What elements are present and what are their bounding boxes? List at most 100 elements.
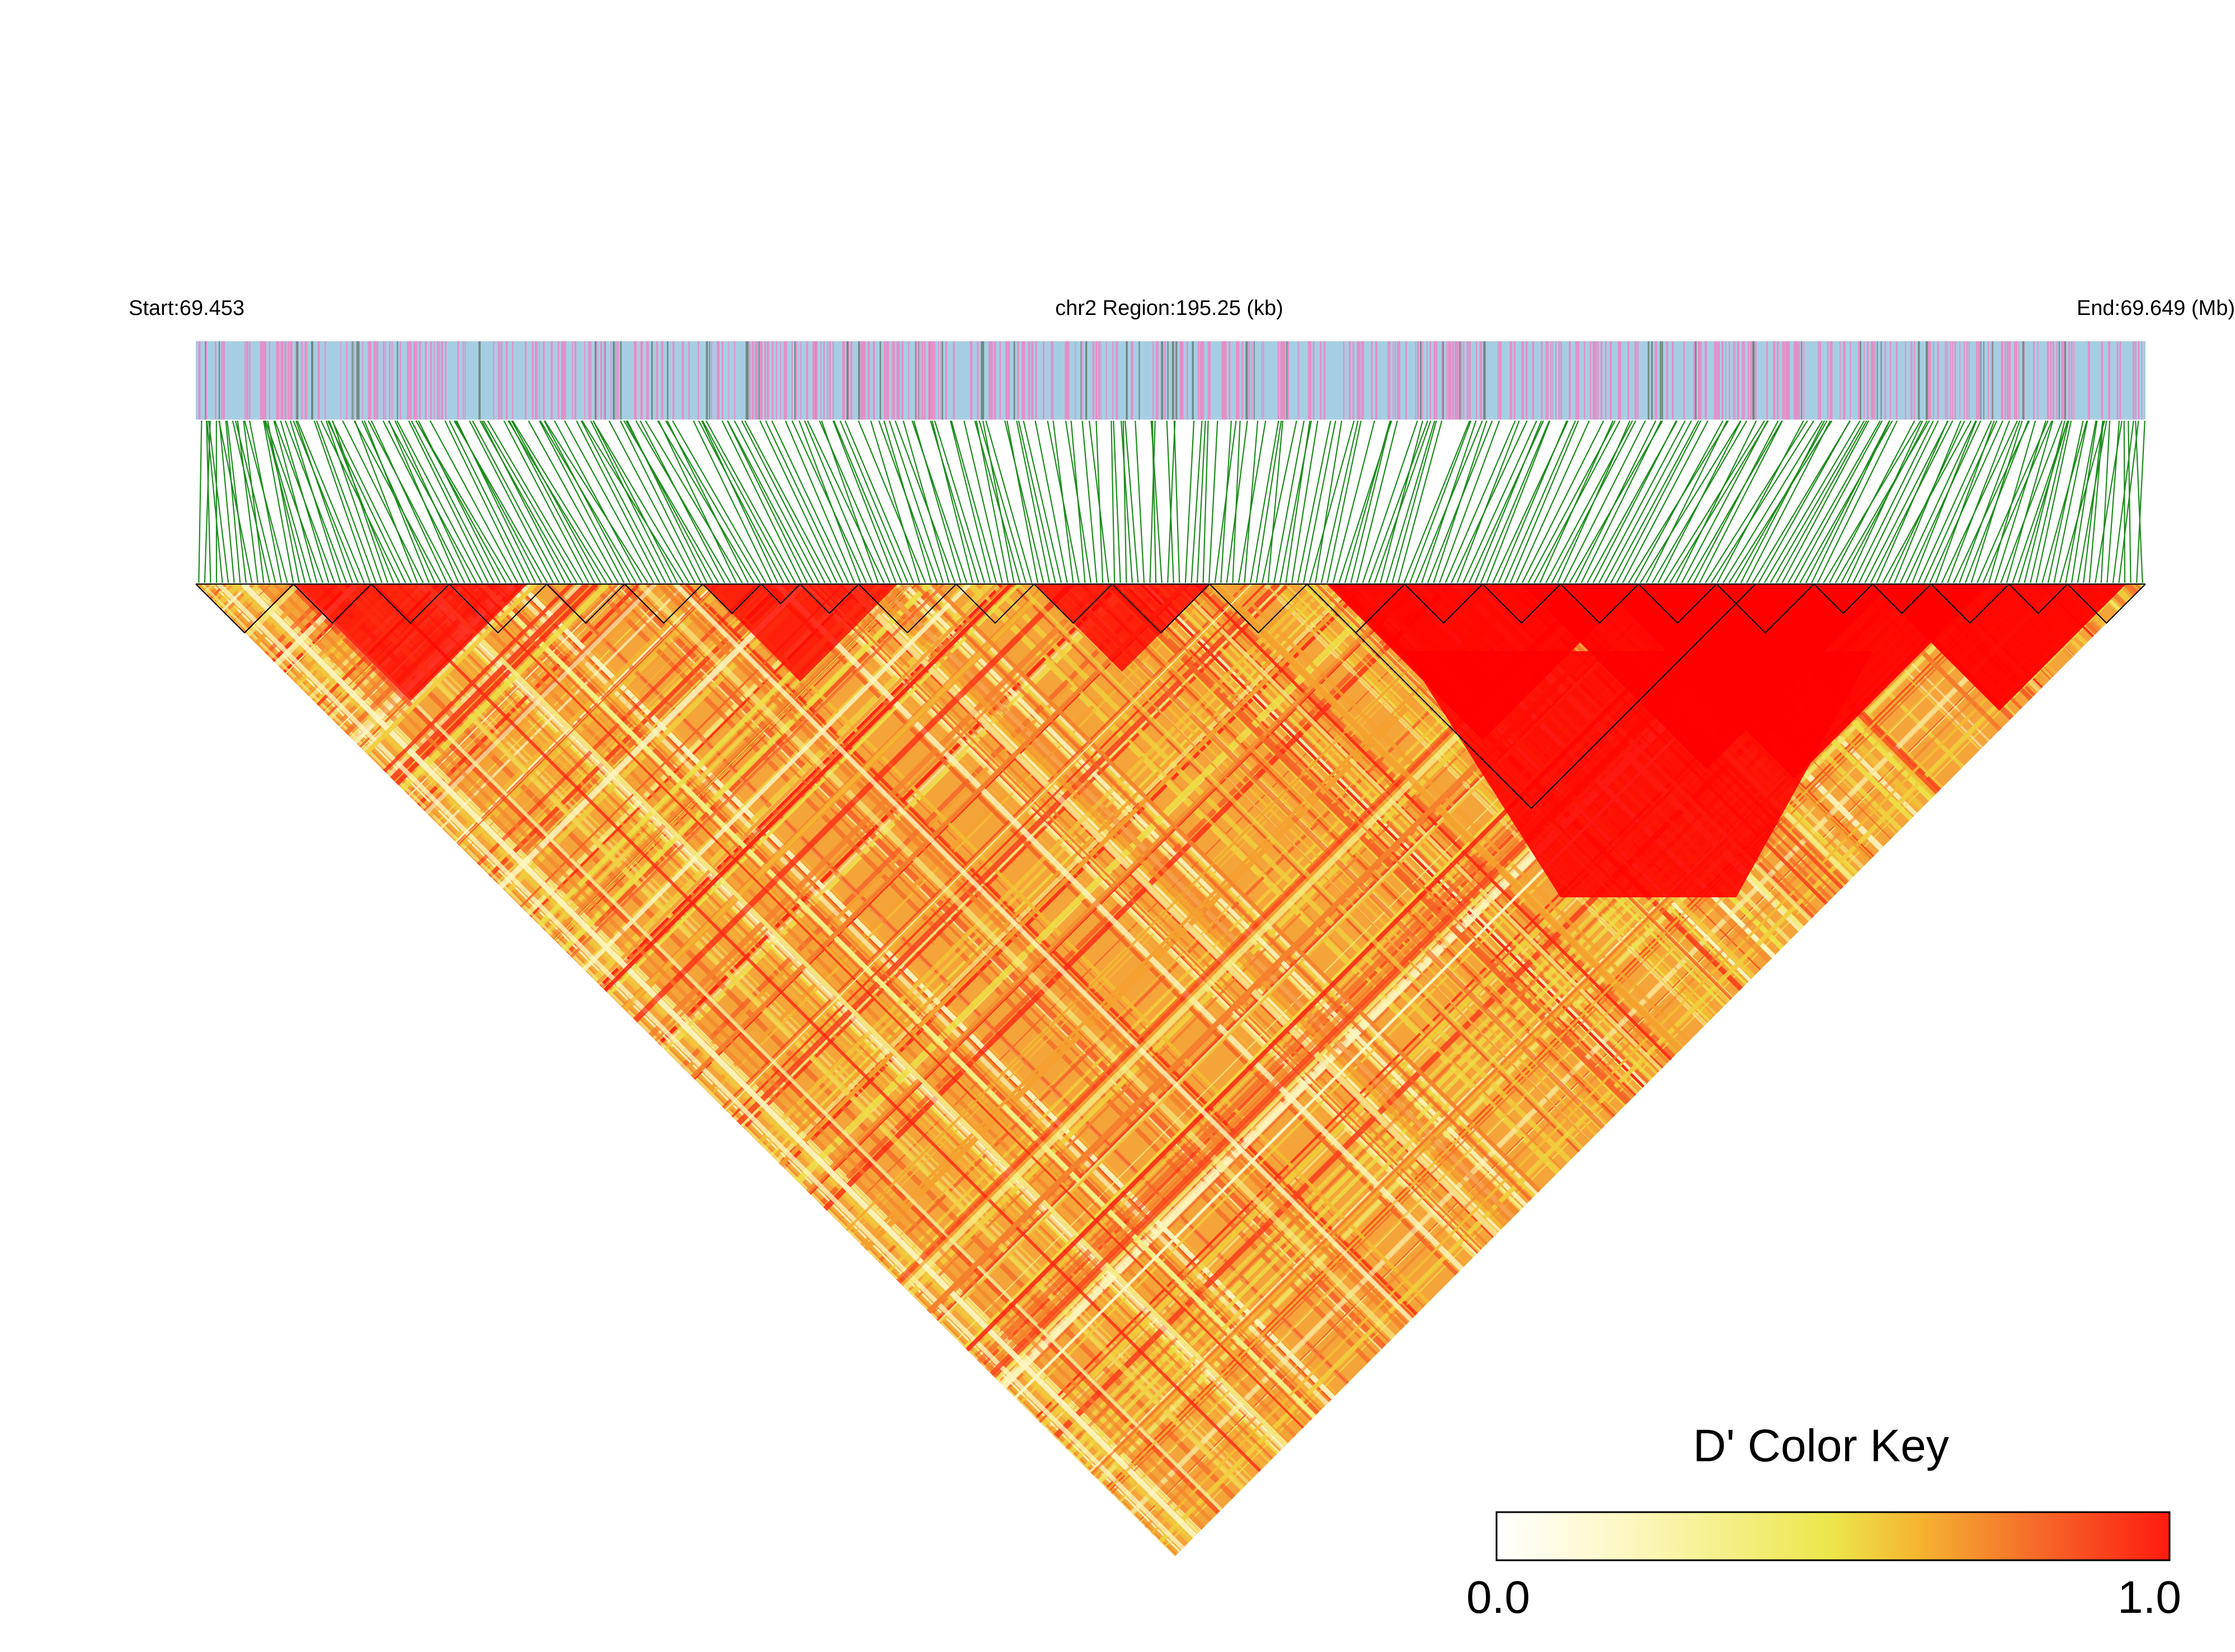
- connector-line: [234, 420, 276, 583]
- connector-line: [1120, 420, 1133, 583]
- ld-band: [490, 584, 1464, 1556]
- connector-line: [244, 420, 288, 583]
- ld-band: [2000, 584, 2145, 1556]
- connector-line: [1438, 420, 1500, 583]
- color-key-bar: [1495, 1511, 2171, 1561]
- connector-line: [1034, 420, 1068, 583]
- snp-tick-marks: [198, 341, 2143, 420]
- connector-line: [672, 420, 767, 583]
- connector-line: [539, 420, 637, 583]
- connector-line: [1285, 420, 1311, 583]
- connector-line: [1220, 420, 1232, 583]
- ld-band: [1674, 584, 2145, 1556]
- connector-line: [1047, 420, 1080, 583]
- connector-line: [206, 420, 223, 583]
- ld-band: [336, 584, 1314, 1556]
- connector-line: [693, 420, 773, 583]
- ld-band: [196, 584, 217, 1556]
- connector-line: [544, 420, 648, 583]
- connector-line: [1557, 420, 1631, 583]
- connector-line: [2041, 420, 2088, 583]
- connector-line: [951, 420, 997, 583]
- connector-line: [511, 420, 601, 583]
- connector-line: [1391, 420, 1437, 583]
- ld-band: [397, 584, 1371, 1556]
- connector-line: [1232, 420, 1241, 583]
- connector-line: [963, 420, 1003, 583]
- haplotype-block-outline: [2008, 583, 2068, 614]
- connector-line: [1758, 420, 1851, 583]
- connector-line: [1196, 420, 1206, 583]
- ld-band: [1144, 584, 2120, 1556]
- haplotype-block-outlines: [195, 583, 2146, 809]
- connector-line: [1486, 420, 1551, 583]
- connector-line: [263, 420, 294, 583]
- connector-line: [623, 420, 719, 583]
- ld-band: [196, 584, 359, 1556]
- strong-ld-region: [1034, 584, 1210, 672]
- ld-band: [1997, 584, 2145, 1556]
- connector-line: [2118, 420, 2139, 583]
- connector-line: [1421, 420, 1477, 583]
- connector-line: [1297, 420, 1331, 583]
- connector-line: [2135, 420, 2143, 583]
- connector-line: [2006, 420, 2054, 583]
- connector-line: [396, 420, 483, 583]
- connector-line: [1846, 420, 1923, 583]
- ld-band: [196, 584, 338, 1556]
- connector-line: [1191, 420, 1203, 583]
- connector-line: [1444, 420, 1516, 583]
- connector-line: [1829, 420, 1916, 583]
- connector-line: [370, 420, 448, 583]
- connector-line: [1917, 420, 1992, 583]
- ld-band: [196, 584, 215, 1556]
- haplotype-block-outline: [1716, 583, 1815, 634]
- connector-line: [844, 420, 915, 583]
- region-label: chr2 Region:195.25 (kb): [1055, 296, 1283, 320]
- connector-line: [1023, 420, 1062, 583]
- end-label: End:69.649 (Mb): [2077, 296, 2235, 320]
- connector-line: [1309, 420, 1355, 583]
- connector-line: [1380, 420, 1424, 583]
- connector-line: [832, 420, 897, 583]
- connector-line: [1320, 420, 1359, 583]
- ld-band: [196, 584, 375, 1556]
- ld-band: [196, 584, 393, 1556]
- connector-line: [1634, 420, 1724, 583]
- connector-line: [1604, 420, 1692, 583]
- connector-line: [1693, 420, 1779, 583]
- connector-line: [354, 420, 442, 583]
- connector-line: [1081, 420, 1098, 583]
- connector-line: [1480, 420, 1550, 583]
- connector-line: [1433, 420, 1488, 583]
- connector-line: [1888, 420, 1965, 583]
- connector-line: [503, 420, 590, 583]
- connector-line: [1344, 420, 1391, 583]
- ld-band: [2125, 584, 2145, 1556]
- ld-band: [217, 584, 1193, 1556]
- connector-line: [1202, 420, 1209, 583]
- connector-line: [1238, 420, 1267, 583]
- connector-line: [2000, 420, 2063, 583]
- connector-line: [1122, 420, 1127, 583]
- connector-line: [509, 420, 595, 583]
- connector-line: [1645, 420, 1728, 583]
- connector-line: [1805, 420, 1890, 583]
- haplotype-block-outline: [1209, 583, 1308, 634]
- ld-band: [196, 584, 676, 1556]
- color-key-max-label: 1.0: [2118, 1572, 2181, 1623]
- connector-line: [1173, 420, 1180, 583]
- connector-line: [1451, 420, 1528, 583]
- connector-line: [1899, 420, 1977, 583]
- ld-band: [196, 584, 203, 1556]
- connector-line: [765, 420, 844, 583]
- connector-line: [759, 420, 837, 583]
- ld-band: [196, 584, 356, 1556]
- connector-line: [580, 420, 666, 583]
- connector-line: [1504, 420, 1577, 583]
- connector-line: [1385, 420, 1436, 583]
- connector-line: [331, 420, 412, 583]
- connector-line: [507, 420, 607, 583]
- snp-position-track: [196, 341, 2145, 420]
- haplotype-block-outline: [1872, 583, 1932, 614]
